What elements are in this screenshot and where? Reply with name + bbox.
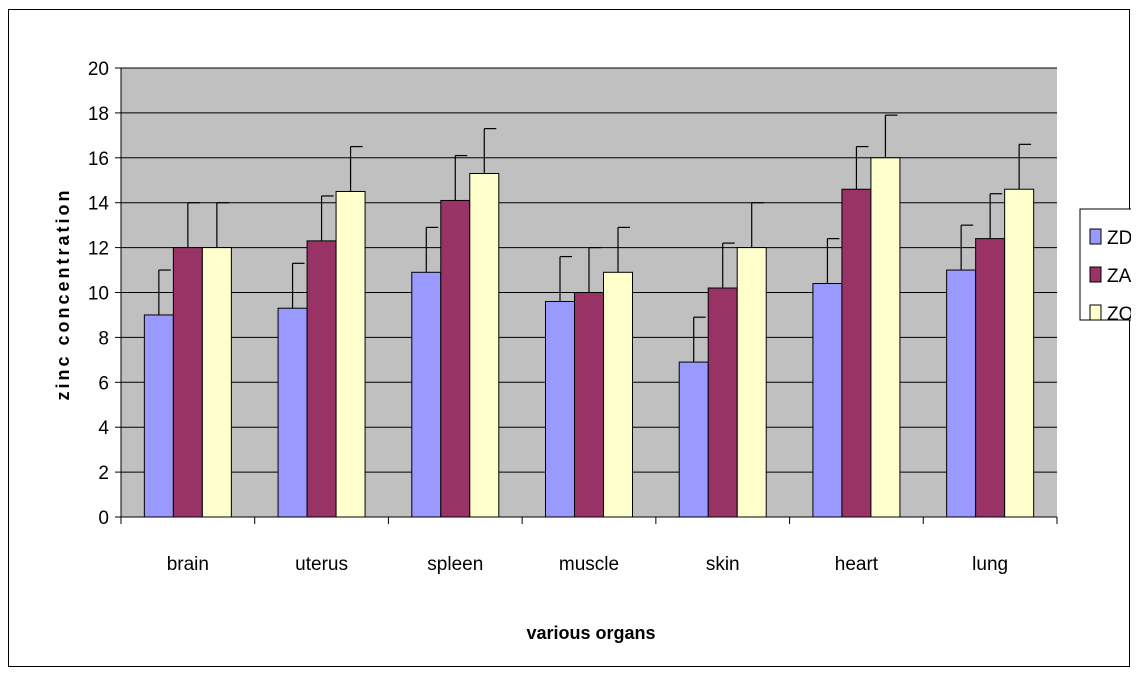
bar-zd xyxy=(277,307,308,518)
bar-zo xyxy=(469,173,500,518)
y-tick-label: 14 xyxy=(88,194,110,215)
bar-zd xyxy=(411,271,442,518)
chart-frame: 0 2 4 6 8 10 12 14 16 18 20 brain uterus spleen muscl… xyxy=(8,9,1131,667)
bar-zd xyxy=(143,314,174,518)
bar-za xyxy=(574,292,604,518)
x-tick-label: muscle xyxy=(559,554,619,575)
legend-swatch-zo xyxy=(1089,304,1102,321)
bar-zo xyxy=(335,190,366,518)
legend-swatch-zd xyxy=(1089,228,1102,245)
bar-za xyxy=(841,188,872,518)
bar-zo xyxy=(736,247,767,518)
bar-zd xyxy=(545,300,575,518)
legend: ZD ZA ZO xyxy=(1079,208,1131,325)
x-tick-label: spleen xyxy=(427,554,483,575)
y-tick-label: 18 xyxy=(88,104,109,125)
x-tick-label: skin xyxy=(706,554,740,575)
bars xyxy=(143,114,1035,518)
bar-za xyxy=(306,240,337,518)
legend-label-zo: ZO xyxy=(1107,304,1131,325)
bar-za xyxy=(172,247,203,518)
x-axis: brain uterus spleen muscle skin heart lung xyxy=(120,517,1058,575)
y-axis-title: zinc concentration xyxy=(53,187,73,400)
x-tick-label: heart xyxy=(835,554,879,575)
x-tick-label: brain xyxy=(167,554,209,575)
y-tick-label: 10 xyxy=(88,284,109,305)
y-tick-label: 4 xyxy=(98,418,109,439)
bar-zo xyxy=(1004,188,1035,518)
y-tick-label: 6 xyxy=(98,373,109,394)
legend-swatch-za xyxy=(1089,266,1102,283)
bar-za xyxy=(975,238,1006,518)
legend-box xyxy=(1079,208,1131,321)
bar-za xyxy=(440,199,471,518)
legend-label-zd: ZD xyxy=(1107,228,1131,249)
y-tick-label: 2 xyxy=(98,463,109,484)
y-tick-label: 8 xyxy=(98,328,109,349)
bar-zo xyxy=(870,157,901,518)
bar-zo xyxy=(201,247,232,518)
y-tick-label: 12 xyxy=(88,239,109,260)
bar-zo xyxy=(603,271,633,518)
y-tick-label: 16 xyxy=(88,149,109,170)
bar-za xyxy=(707,287,738,518)
x-tick-label: uterus xyxy=(295,554,348,575)
y-axis: 0 2 4 6 8 10 12 14 16 18 20 xyxy=(88,59,121,529)
bar-zd xyxy=(678,361,709,518)
x-axis-title: various organs xyxy=(526,623,655,643)
bar-chart: 0 2 4 6 8 10 12 14 16 18 20 brain uterus spleen muscl… xyxy=(53,59,1131,643)
y-tick-label: 0 xyxy=(98,508,109,529)
x-tick-label: lung xyxy=(972,554,1008,575)
legend-label-za: ZA xyxy=(1107,266,1131,287)
y-tick-label: 20 xyxy=(88,59,109,80)
bar-zd xyxy=(812,283,843,518)
bar-zd xyxy=(946,269,977,518)
